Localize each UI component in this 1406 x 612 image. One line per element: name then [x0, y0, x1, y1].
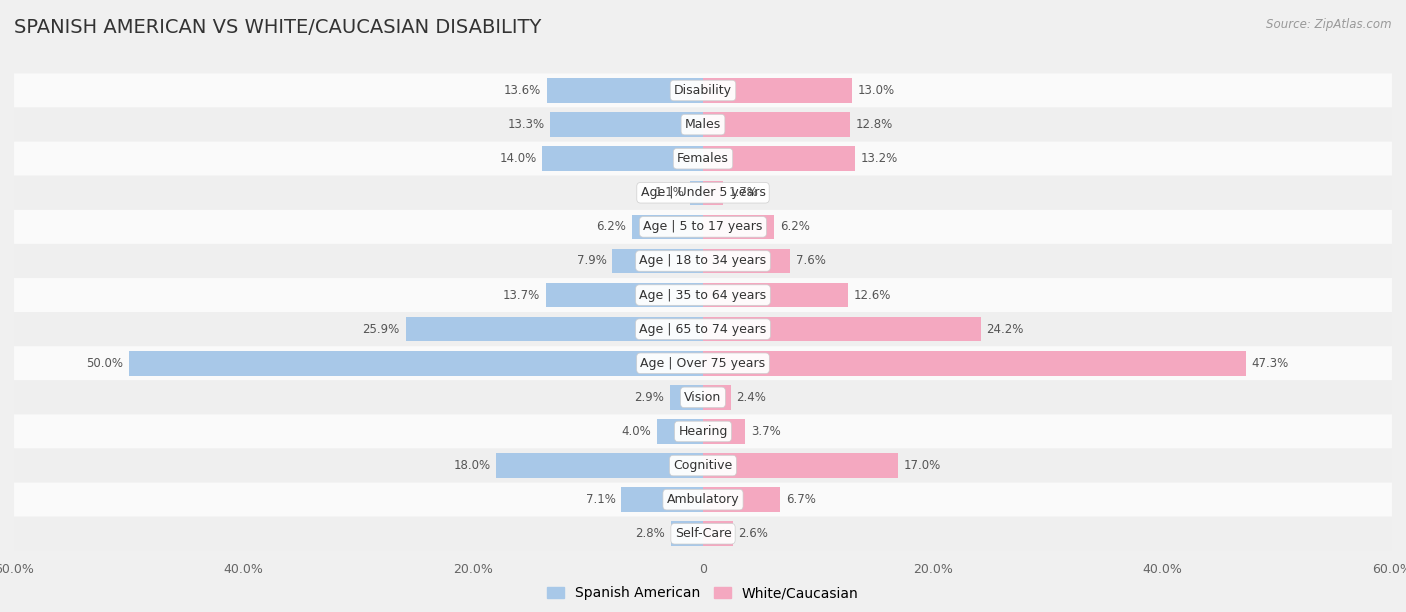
Legend: Spanish American, White/Caucasian: Spanish American, White/Caucasian	[541, 581, 865, 606]
Text: Age | 5 to 17 years: Age | 5 to 17 years	[644, 220, 762, 233]
Text: 7.9%: 7.9%	[576, 255, 606, 267]
FancyBboxPatch shape	[14, 108, 1392, 141]
Bar	[547, 78, 703, 103]
Bar	[612, 248, 703, 273]
Text: Males: Males	[685, 118, 721, 131]
Bar	[703, 146, 855, 171]
Text: Source: ZipAtlas.com: Source: ZipAtlas.com	[1267, 18, 1392, 31]
Text: 2.8%: 2.8%	[636, 528, 665, 540]
Bar	[543, 146, 703, 171]
Text: 13.7%: 13.7%	[503, 289, 540, 302]
Text: Age | Over 75 years: Age | Over 75 years	[641, 357, 765, 370]
Bar	[703, 181, 723, 205]
Bar	[690, 181, 703, 205]
Bar	[671, 521, 703, 546]
Bar	[703, 283, 848, 307]
FancyBboxPatch shape	[14, 73, 1392, 108]
Bar	[703, 385, 731, 409]
Text: 13.6%: 13.6%	[503, 84, 541, 97]
Text: Disability: Disability	[673, 84, 733, 97]
Text: 6.2%: 6.2%	[596, 220, 626, 233]
FancyBboxPatch shape	[14, 141, 1392, 176]
Bar	[546, 283, 703, 307]
Text: 2.9%: 2.9%	[634, 391, 664, 404]
Text: 13.2%: 13.2%	[860, 152, 897, 165]
Text: 17.0%: 17.0%	[904, 459, 941, 472]
Bar	[703, 78, 852, 103]
FancyBboxPatch shape	[14, 176, 1392, 210]
Bar	[129, 351, 703, 376]
FancyBboxPatch shape	[14, 449, 1392, 483]
Text: 2.6%: 2.6%	[738, 528, 769, 540]
Text: Hearing: Hearing	[678, 425, 728, 438]
Bar	[703, 351, 1246, 376]
Bar	[703, 487, 780, 512]
FancyBboxPatch shape	[14, 312, 1392, 346]
Text: Cognitive: Cognitive	[673, 459, 733, 472]
Bar	[621, 487, 703, 512]
Bar	[405, 317, 703, 341]
Bar	[703, 248, 790, 273]
Text: 25.9%: 25.9%	[363, 323, 399, 335]
Text: Females: Females	[678, 152, 728, 165]
Text: Age | 65 to 74 years: Age | 65 to 74 years	[640, 323, 766, 335]
FancyBboxPatch shape	[14, 483, 1392, 517]
Text: 1.1%: 1.1%	[655, 186, 685, 200]
Text: SPANISH AMERICAN VS WHITE/CAUCASIAN DISABILITY: SPANISH AMERICAN VS WHITE/CAUCASIAN DISA…	[14, 18, 541, 37]
Bar	[703, 113, 851, 137]
Text: Vision: Vision	[685, 391, 721, 404]
Text: 13.0%: 13.0%	[858, 84, 896, 97]
Text: Age | 18 to 34 years: Age | 18 to 34 years	[640, 255, 766, 267]
Bar	[703, 215, 775, 239]
Text: 18.0%: 18.0%	[454, 459, 491, 472]
FancyBboxPatch shape	[14, 210, 1392, 244]
Text: 6.7%: 6.7%	[786, 493, 815, 506]
Text: 14.0%: 14.0%	[499, 152, 537, 165]
FancyBboxPatch shape	[14, 346, 1392, 380]
FancyBboxPatch shape	[14, 278, 1392, 312]
Text: 50.0%: 50.0%	[86, 357, 124, 370]
Text: 2.4%: 2.4%	[737, 391, 766, 404]
Text: Age | 35 to 64 years: Age | 35 to 64 years	[640, 289, 766, 302]
Bar	[657, 419, 703, 444]
Text: 1.7%: 1.7%	[728, 186, 758, 200]
FancyBboxPatch shape	[14, 380, 1392, 414]
Text: 7.6%: 7.6%	[796, 255, 825, 267]
Text: 7.1%: 7.1%	[586, 493, 616, 506]
Text: 12.8%: 12.8%	[856, 118, 893, 131]
Text: 6.2%: 6.2%	[780, 220, 810, 233]
Text: Self-Care: Self-Care	[675, 528, 731, 540]
Text: Age | Under 5 years: Age | Under 5 years	[641, 186, 765, 200]
Text: 47.3%: 47.3%	[1251, 357, 1289, 370]
Text: 24.2%: 24.2%	[987, 323, 1024, 335]
Text: 13.3%: 13.3%	[508, 118, 544, 131]
FancyBboxPatch shape	[14, 244, 1392, 278]
Text: 4.0%: 4.0%	[621, 425, 651, 438]
Text: 12.6%: 12.6%	[853, 289, 891, 302]
Bar	[496, 453, 703, 478]
Bar	[703, 453, 898, 478]
Bar	[703, 419, 745, 444]
Bar	[703, 521, 733, 546]
FancyBboxPatch shape	[14, 414, 1392, 449]
Bar	[631, 215, 703, 239]
Bar	[550, 113, 703, 137]
Text: 3.7%: 3.7%	[751, 425, 780, 438]
Bar	[669, 385, 703, 409]
Bar	[703, 317, 981, 341]
Text: Ambulatory: Ambulatory	[666, 493, 740, 506]
FancyBboxPatch shape	[14, 517, 1392, 551]
